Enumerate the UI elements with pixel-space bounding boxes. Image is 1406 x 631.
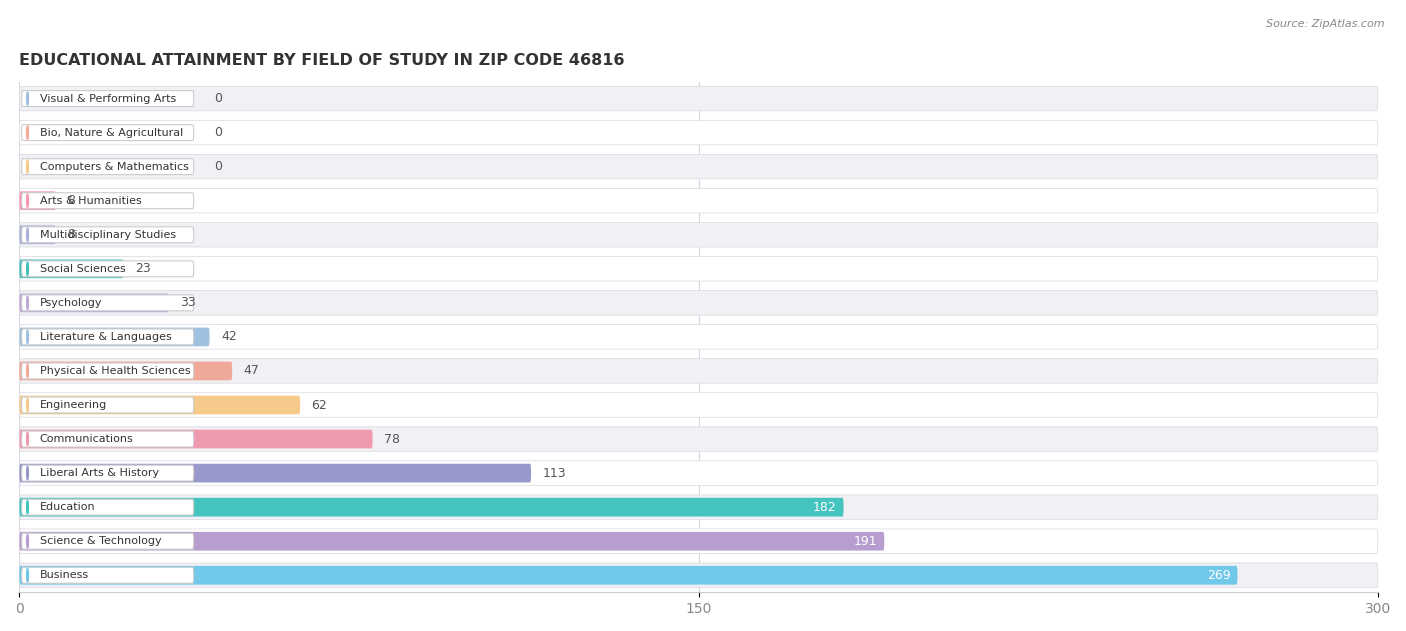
FancyBboxPatch shape (21, 431, 194, 447)
Text: 8: 8 (67, 194, 75, 207)
FancyBboxPatch shape (20, 563, 1378, 587)
Circle shape (27, 466, 28, 480)
FancyBboxPatch shape (21, 192, 194, 209)
Text: 62: 62 (312, 399, 328, 411)
FancyBboxPatch shape (20, 358, 1378, 383)
Circle shape (27, 500, 28, 514)
Circle shape (27, 330, 28, 344)
FancyBboxPatch shape (20, 498, 844, 517)
FancyBboxPatch shape (20, 427, 1378, 451)
Text: 191: 191 (853, 534, 877, 548)
Text: 0: 0 (214, 126, 222, 139)
Text: 113: 113 (543, 466, 567, 480)
FancyBboxPatch shape (21, 261, 194, 277)
Text: Science & Technology: Science & Technology (39, 536, 162, 546)
FancyBboxPatch shape (20, 495, 1378, 519)
Circle shape (27, 126, 28, 139)
FancyBboxPatch shape (20, 392, 1378, 417)
FancyBboxPatch shape (21, 158, 194, 175)
Text: Bio, Nature & Agricultural: Bio, Nature & Agricultural (39, 127, 183, 138)
Text: 47: 47 (243, 365, 259, 377)
FancyBboxPatch shape (20, 257, 1378, 281)
Text: 78: 78 (384, 433, 399, 445)
Text: Education: Education (39, 502, 96, 512)
FancyBboxPatch shape (20, 291, 1378, 315)
FancyBboxPatch shape (20, 566, 1237, 584)
Text: Social Sciences: Social Sciences (39, 264, 125, 274)
FancyBboxPatch shape (21, 533, 194, 549)
Text: 269: 269 (1208, 569, 1230, 582)
Text: 42: 42 (221, 331, 236, 343)
Circle shape (27, 569, 28, 582)
Text: Physical & Health Sciences: Physical & Health Sciences (39, 366, 190, 376)
FancyBboxPatch shape (21, 499, 194, 515)
FancyBboxPatch shape (20, 189, 1378, 213)
FancyBboxPatch shape (20, 191, 56, 210)
Circle shape (27, 364, 28, 378)
Text: Literature & Languages: Literature & Languages (39, 332, 172, 342)
FancyBboxPatch shape (20, 259, 124, 278)
FancyBboxPatch shape (20, 293, 169, 312)
Circle shape (27, 262, 28, 276)
FancyBboxPatch shape (21, 227, 194, 243)
Text: Source: ZipAtlas.com: Source: ZipAtlas.com (1267, 19, 1385, 29)
FancyBboxPatch shape (21, 295, 194, 311)
Circle shape (27, 398, 28, 412)
FancyBboxPatch shape (20, 430, 373, 449)
Circle shape (27, 432, 28, 446)
Text: 182: 182 (813, 500, 837, 514)
FancyBboxPatch shape (20, 396, 299, 415)
FancyBboxPatch shape (20, 362, 232, 380)
FancyBboxPatch shape (21, 125, 194, 141)
Circle shape (27, 194, 28, 208)
Text: EDUCATIONAL ATTAINMENT BY FIELD OF STUDY IN ZIP CODE 46816: EDUCATIONAL ATTAINMENT BY FIELD OF STUDY… (20, 53, 624, 68)
FancyBboxPatch shape (20, 461, 1378, 485)
Circle shape (27, 534, 28, 548)
FancyBboxPatch shape (20, 155, 1378, 179)
Text: Psychology: Psychology (39, 298, 103, 308)
FancyBboxPatch shape (20, 529, 1378, 553)
FancyBboxPatch shape (21, 363, 194, 379)
Circle shape (27, 228, 28, 242)
Text: Business: Business (39, 570, 89, 581)
FancyBboxPatch shape (20, 225, 56, 244)
Text: Computers & Mathematics: Computers & Mathematics (39, 162, 188, 172)
FancyBboxPatch shape (21, 567, 194, 583)
Text: 0: 0 (214, 160, 222, 173)
Text: Visual & Performing Arts: Visual & Performing Arts (39, 93, 176, 103)
Circle shape (27, 296, 28, 310)
Text: 33: 33 (180, 297, 195, 309)
FancyBboxPatch shape (20, 464, 531, 483)
FancyBboxPatch shape (20, 223, 1378, 247)
FancyBboxPatch shape (21, 91, 194, 107)
Circle shape (27, 160, 28, 174)
Text: 8: 8 (67, 228, 75, 241)
FancyBboxPatch shape (20, 86, 1378, 111)
Text: Engineering: Engineering (39, 400, 107, 410)
Text: Communications: Communications (39, 434, 134, 444)
Text: 0: 0 (214, 92, 222, 105)
FancyBboxPatch shape (20, 532, 884, 551)
FancyBboxPatch shape (21, 397, 194, 413)
Circle shape (27, 91, 28, 105)
Text: Multidisciplinary Studies: Multidisciplinary Studies (39, 230, 176, 240)
FancyBboxPatch shape (20, 324, 1378, 349)
FancyBboxPatch shape (21, 329, 194, 345)
Text: 23: 23 (135, 262, 150, 275)
FancyBboxPatch shape (20, 327, 209, 346)
Text: Liberal Arts & History: Liberal Arts & History (39, 468, 159, 478)
Text: Arts & Humanities: Arts & Humanities (39, 196, 142, 206)
FancyBboxPatch shape (21, 465, 194, 481)
FancyBboxPatch shape (20, 121, 1378, 145)
